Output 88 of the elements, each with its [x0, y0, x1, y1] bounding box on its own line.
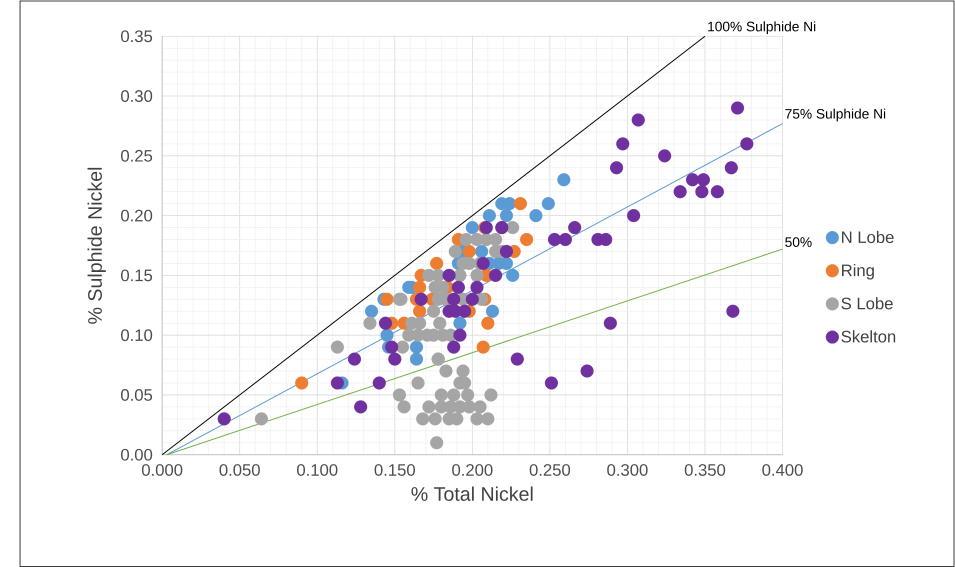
point: [726, 304, 740, 318]
legend-label: S Lobe: [841, 296, 893, 310]
point: [354, 400, 368, 414]
legend-label: Ring: [842, 264, 874, 280]
x-axis-title: % Total Nickel: [411, 486, 533, 501]
legend-label: Skelton: [841, 330, 896, 342]
point: [710, 184, 724, 198]
x-tick-label: 0.200: [452, 464, 493, 476]
point: [348, 352, 362, 366]
x-tick-label: 0.000: [142, 464, 182, 476]
point: [475, 244, 488, 258]
y-tick-label: 0.15: [121, 269, 152, 282]
point: [330, 376, 344, 390]
y-tick-label: 0.30: [121, 90, 152, 102]
point: [385, 340, 398, 354]
point: [658, 149, 672, 162]
point: [413, 280, 426, 294]
point: [568, 220, 582, 234]
point: [529, 208, 542, 222]
point: [548, 232, 562, 246]
point: [295, 376, 308, 390]
series-label: 50%: [785, 236, 812, 247]
point: [627, 208, 640, 222]
point: [364, 304, 378, 318]
point: [372, 376, 386, 390]
point: [616, 137, 630, 150]
point: [514, 196, 527, 210]
point: [696, 172, 710, 186]
y-axis-title: % Sulphide Nickel: [88, 168, 106, 324]
x-tick-label: 0.250: [530, 464, 570, 476]
point: [410, 340, 424, 354]
point: [686, 172, 700, 186]
y-tick-label: 0.05: [121, 388, 152, 401]
point: [510, 352, 524, 366]
y-tick-label: 0.35: [121, 30, 152, 42]
point: [632, 113, 645, 126]
point: [500, 208, 514, 222]
point: [462, 244, 476, 258]
point: [410, 352, 424, 366]
point: [730, 101, 744, 114]
point: [476, 256, 490, 270]
point: [413, 304, 426, 318]
point: [558, 232, 572, 246]
y-tick-label: 0.10: [121, 329, 152, 341]
y-tick-label: 0.25: [121, 150, 152, 162]
point: [447, 340, 460, 354]
x-tick-label: 0.300: [607, 464, 648, 476]
point: [500, 244, 514, 258]
y-tick-label: 0.20: [121, 209, 152, 222]
point: [544, 376, 558, 390]
point: [489, 268, 502, 282]
point: [520, 232, 534, 246]
point: [378, 316, 392, 330]
point: [430, 256, 444, 270]
x-tick-label: 0.400: [762, 464, 803, 476]
point: [466, 220, 479, 234]
point: [380, 328, 394, 342]
x-tick-label: 0.150: [374, 464, 415, 476]
point: [542, 196, 555, 210]
point: [414, 292, 428, 306]
series-label: 75% Sulphide Ni: [785, 108, 886, 122]
legend-label: N Lobe: [842, 230, 894, 243]
point: [610, 161, 624, 174]
point: [218, 412, 231, 426]
point: [557, 172, 570, 186]
point: [740, 137, 754, 150]
point: [481, 316, 494, 330]
x-tick-label: 0.100: [297, 464, 338, 476]
point: [482, 208, 496, 222]
point: [724, 161, 738, 174]
point: [452, 280, 465, 294]
x-tick-label: 0.350: [684, 464, 726, 476]
point: [380, 292, 394, 306]
point: [695, 184, 708, 198]
point: [604, 316, 617, 330]
y-tick-label: 0.00: [121, 448, 152, 460]
point: [486, 304, 500, 318]
point: [674, 184, 687, 198]
series-label: 100% Sulphide Ni: [708, 21, 816, 34]
point: [580, 364, 594, 378]
point: [442, 268, 456, 282]
point: [470, 280, 484, 294]
point: [506, 268, 520, 282]
point: [453, 316, 466, 330]
x-tick-label: 0.050: [219, 464, 260, 476]
point: [458, 304, 472, 318]
point: [388, 352, 402, 366]
point: [476, 340, 490, 354]
